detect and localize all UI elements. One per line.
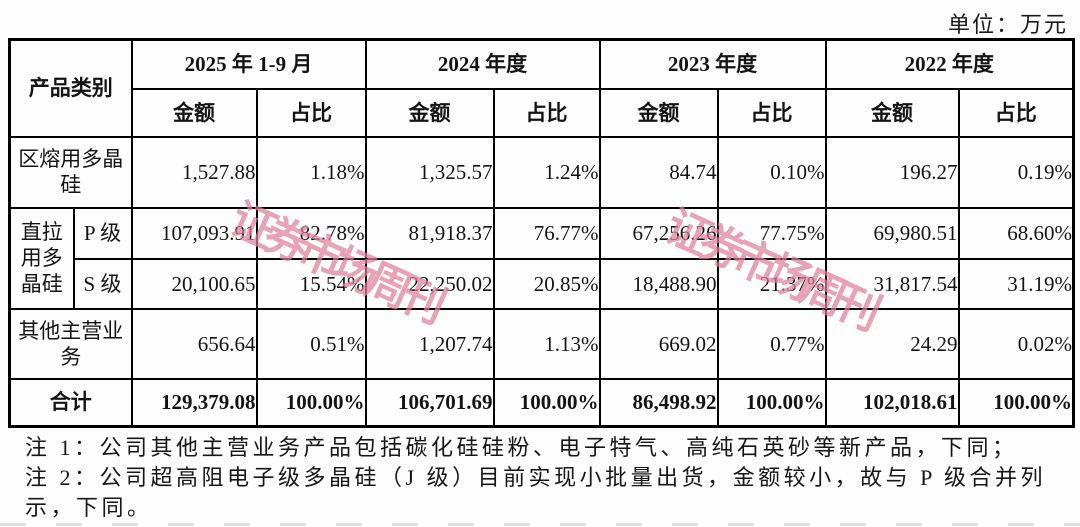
- amount-cell: 31,817.54: [824, 257, 960, 310]
- period-header-2022: 2022 年度: [824, 38, 1075, 90]
- ratio-cell: 82.78%: [255, 206, 367, 260]
- row-label: 其他主营业务: [8, 307, 133, 380]
- period-header-2024: 2024 年度: [364, 38, 601, 90]
- period-header-2025: 2025 年 1-9 月: [130, 38, 367, 90]
- ratio-cell: 77.75%: [716, 206, 827, 260]
- ratio-cell: 76.77%: [492, 206, 601, 260]
- ratio-cell: 100.00%: [716, 377, 827, 428]
- ratio-cell: 1.13%: [492, 307, 601, 380]
- amount-cell: 106,701.69: [364, 377, 495, 428]
- amount-cell: 102,018.61: [824, 377, 960, 428]
- amount-cell: 84.74: [598, 135, 719, 209]
- ratio-cell: 1.18%: [255, 135, 367, 209]
- amount-header: 金额: [364, 87, 495, 138]
- unit-label: 单位：万元: [947, 12, 1068, 37]
- amount-cell: 669.02: [598, 307, 719, 380]
- amount-cell: 107,093.91: [130, 206, 258, 260]
- amount-cell: 656.64: [130, 307, 258, 380]
- ratio-cell: 100.00%: [957, 377, 1075, 428]
- amount-cell: 1,207.74: [364, 307, 495, 380]
- amount-cell: 20,100.65: [130, 257, 258, 310]
- amount-cell: 81,918.37: [364, 206, 495, 260]
- ratio-cell: 20.85%: [492, 257, 601, 310]
- amount-header: 金额: [598, 87, 719, 138]
- row-fz-polysilicon: 区熔用多晶硅 1,527.88 1.18% 1,325.57 1.24% 84.…: [8, 135, 1075, 209]
- footnotes: 注 1：公司其他主营业务产品包括碳化硅硅粉、电子特气、高纯石英砂等新产品，下同；…: [25, 433, 1059, 523]
- note-1: 注 1：公司其他主营业务产品包括碳化硅硅粉、电子特气、高纯石英砂等新产品，下同；: [25, 435, 1018, 460]
- amount-cell: 67,256.26: [598, 206, 719, 260]
- ratio-header: 占比: [492, 87, 601, 138]
- row-label: 区熔用多晶硅: [8, 135, 133, 209]
- header-row-measures: 金额 占比 金额 占比 金额 占比 金额 占比: [10, 87, 1075, 138]
- row-cz-s-grade: S 级 20,100.65 15.54% 22,250.02 20.85% 18…: [10, 257, 1075, 310]
- bottom-edge-dashes: [0, 523, 1080, 526]
- period-header-2023: 2023 年度: [598, 38, 827, 90]
- ratio-cell: 31.19%: [957, 257, 1075, 310]
- amount-cell: 24.29: [824, 307, 960, 380]
- ratio-cell: 68.60%: [957, 206, 1075, 260]
- note-2: 注 2：公司超高阻电子级多晶硅（J 级）目前实现小批量出货，金额较小，故与 P …: [25, 465, 1046, 520]
- total-label: 合计: [8, 377, 133, 428]
- ratio-header: 占比: [716, 87, 827, 138]
- grade-label: P 级: [72, 206, 133, 260]
- amount-cell: 129,379.08: [130, 377, 258, 428]
- amount-cell: 69,980.51: [824, 206, 960, 260]
- group-label-cz-polysilicon: 直拉用多晶硅: [8, 206, 75, 310]
- ratio-cell: 1.24%: [492, 135, 601, 209]
- ratio-cell: 100.00%: [255, 377, 367, 428]
- row-other-business: 其他主营业务 656.64 0.51% 1,207.74 1.13% 669.0…: [8, 307, 1075, 380]
- ratio-cell: 21.37%: [716, 257, 827, 310]
- product-category-header: 产品类别: [8, 38, 133, 138]
- ratio-header: 占比: [255, 87, 367, 138]
- amount-header: 金额: [824, 87, 960, 138]
- ratio-cell: 0.02%: [957, 307, 1075, 380]
- amount-cell: 196.27: [824, 135, 960, 209]
- ratio-cell: 15.54%: [255, 257, 367, 310]
- ratio-header: 占比: [957, 87, 1075, 138]
- header-row-periods: 产品类别 2025 年 1-9 月 2024 年度 2023 年度 2022 年…: [8, 38, 1075, 138]
- ratio-cell: 0.10%: [716, 135, 827, 209]
- grade-label: S 级: [72, 257, 133, 310]
- ratio-cell: 100.00%: [492, 377, 601, 428]
- ratio-cell: 0.77%: [716, 307, 827, 380]
- amount-cell: 86,498.92: [598, 377, 719, 428]
- ratio-cell: 0.19%: [957, 135, 1075, 209]
- row-cz-p-grade: 直拉用多晶硅 P 级 107,093.91 82.78% 81,918.37 7…: [8, 206, 1075, 310]
- amount-header: 金额: [130, 87, 258, 138]
- amount-cell: 18,488.90: [598, 257, 719, 310]
- ratio-cell: 0.51%: [255, 307, 367, 380]
- amount-cell: 1,527.88: [130, 135, 258, 209]
- amount-cell: 22,250.02: [364, 257, 495, 310]
- amount-cell: 1,325.57: [364, 135, 495, 209]
- product-revenue-table: 产品类别 2025 年 1-9 月 2024 年度 2023 年度 2022 年…: [8, 38, 1075, 428]
- row-total: 合计 129,379.08 100.00% 106,701.69 100.00%…: [8, 377, 1075, 428]
